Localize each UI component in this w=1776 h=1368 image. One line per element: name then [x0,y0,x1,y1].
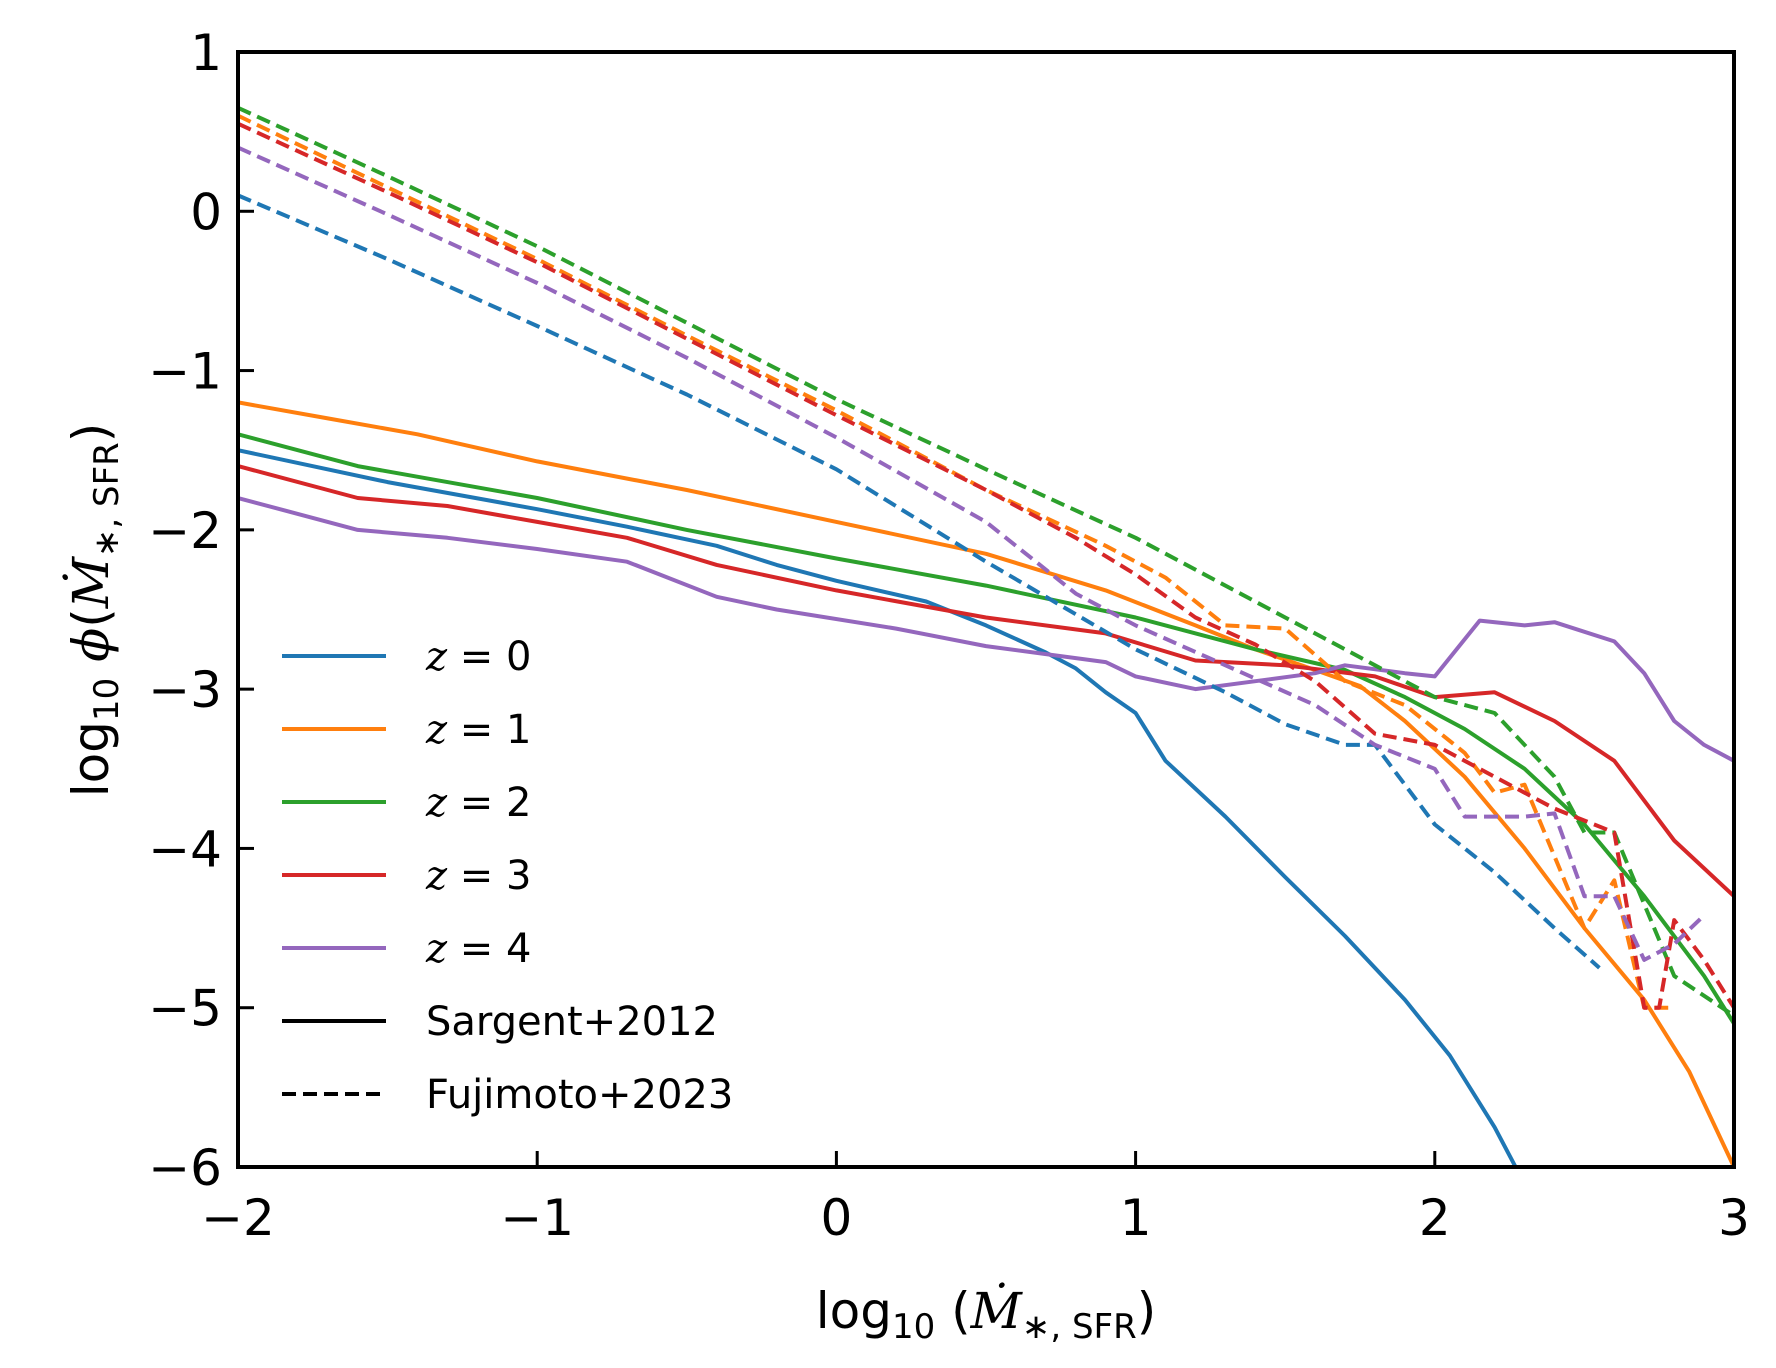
series-line-sargent-3 [238,464,1734,898]
x-tick-label-1: −1 [500,1189,574,1247]
series-layer [238,105,1734,1167]
y-tick-label-3: −2 [148,502,222,560]
ticks-layer: −2 −1 0 1 2 3 1 0 −1 −2 −3 −4 −5 −6 [148,24,1750,1247]
series-line-fujimoto-5 [238,193,1601,970]
plot-frame [236,50,1736,1169]
series-line-fujimoto-9 [238,145,1706,962]
x-tick-label-2: 0 [820,1189,852,1247]
y-tick-label-7: −6 [148,1139,222,1197]
legend-label-0: z = 0 [425,634,531,680]
legend: z = 0 z = 1 z = 2 z = 3 z = 4 Sargent+2012 Fuj… [282,634,733,1118]
series-line-sargent-2 [238,432,1734,1025]
legend-label-4: z = 4 [425,926,531,972]
legend-label-6: Fujimoto+2023 [426,1072,733,1118]
x-tick-label-5: 3 [1718,1189,1750,1247]
y-tick-label-2: −1 [148,343,222,401]
y-tick-label-6: −5 [148,980,222,1038]
y-tick-label-0: 1 [190,24,222,82]
legend-label-2: z = 2 [425,780,531,826]
legend-label-3: z = 3 [425,853,531,899]
y-tick-label-5: −4 [148,820,222,878]
y-tick-label-1: 0 [190,183,222,241]
series-line-sargent-4 [238,496,1734,763]
x-tick-label-4: 2 [1419,1189,1451,1247]
x-tick-label-3: 1 [1120,1189,1152,1247]
x-tick-label-0: −2 [201,1189,275,1247]
series-line-fujimoto-7 [238,105,1734,1018]
series-line-fujimoto-8 [238,121,1734,1010]
legend-label-5: Sargent+2012 [426,999,718,1045]
series-line-sargent-0 [238,448,1518,1167]
legend-label-1: z = 1 [425,707,531,753]
y-tick-label-4: −3 [148,661,222,719]
series-line-fujimoto-6 [238,113,1675,1010]
x-axis-label: log10 (Ṁ∗, SFR) [816,1281,1157,1347]
